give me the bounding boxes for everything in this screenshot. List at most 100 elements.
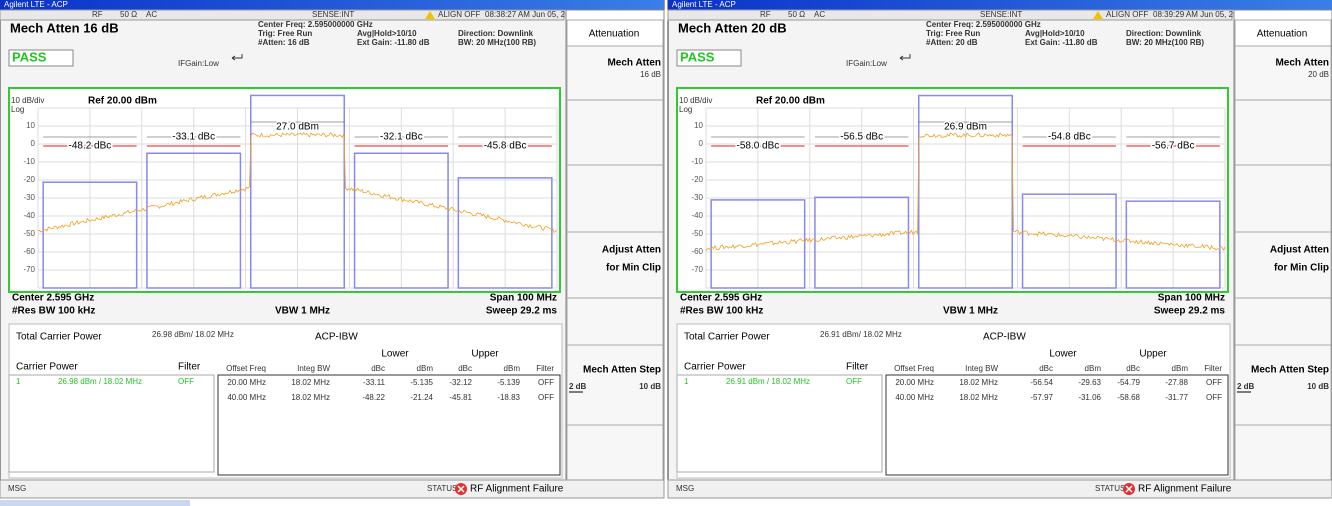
status-datetime: 08:39:29 AM Jun 05, 2021 bbox=[1153, 10, 1247, 19]
y-label: -30 bbox=[691, 193, 703, 202]
status-sense: SENSE:INT bbox=[312, 10, 354, 19]
scale: 10 dB/div bbox=[679, 96, 712, 105]
channel-label: -56.5 dBc bbox=[840, 132, 883, 143]
softkey[interactable] bbox=[566, 231, 664, 299]
mask-channel bbox=[457, 177, 553, 289]
total-label: Total Carrier Power bbox=[684, 332, 770, 343]
y-label: -50 bbox=[23, 229, 35, 238]
softkey-value: 2 dB bbox=[1237, 382, 1255, 391]
status-message: RF Alignment Failure bbox=[1138, 484, 1232, 495]
scale-type: Log bbox=[679, 105, 692, 114]
carrier-cell: OFF bbox=[178, 377, 194, 386]
status-impedance: 50 Ω bbox=[120, 10, 137, 19]
mode: ACP-IBW bbox=[983, 332, 1026, 343]
total-value: 26.98 dBm/ 18.02 MHz bbox=[152, 330, 234, 339]
carrier-box bbox=[676, 374, 883, 473]
channel-label: -32.1 dBc bbox=[380, 132, 423, 143]
softkey[interactable] bbox=[1234, 297, 1332, 346]
setting: Direction: Downlink bbox=[1126, 29, 1202, 38]
table-cell: -5.139 bbox=[497, 378, 520, 387]
y-label: -70 bbox=[23, 265, 35, 274]
table-header: dBm bbox=[1172, 364, 1189, 373]
group-header: Upper bbox=[1139, 349, 1167, 360]
carrier-header: Carrier Power bbox=[16, 362, 78, 373]
setting: Trig: Free Run bbox=[258, 29, 312, 38]
softkey[interactable] bbox=[1234, 164, 1332, 233]
mode: ACP-IBW bbox=[315, 332, 358, 343]
table-header: dBc bbox=[1126, 364, 1140, 373]
table-header: Integ BW bbox=[297, 364, 330, 373]
table-header: dBc bbox=[371, 364, 385, 373]
table-cell: -57.97 bbox=[1030, 393, 1053, 402]
setting: Center Freq: 2.595000000 GHz bbox=[926, 20, 1041, 29]
setting: #Atten: 20 dB bbox=[926, 38, 978, 47]
table-cell: 40.00 MHz bbox=[895, 393, 934, 402]
table-cell: OFF bbox=[1206, 393, 1222, 402]
y-label: -40 bbox=[691, 211, 703, 220]
status-coupling: AC bbox=[814, 10, 825, 19]
channel-label: -33.1 dBc bbox=[172, 132, 215, 143]
softkey[interactable] bbox=[566, 99, 664, 166]
setting: Ext Gain: -11.80 dB bbox=[357, 38, 430, 47]
mask-channel bbox=[1125, 200, 1221, 289]
window-title: Agilent LTE - ACP bbox=[4, 0, 68, 9]
total-label: Total Carrier Power bbox=[16, 332, 102, 343]
table-header: Filter bbox=[536, 364, 554, 373]
softkey[interactable] bbox=[1234, 99, 1332, 166]
carrier-box bbox=[8, 374, 215, 473]
softkey[interactable] bbox=[1234, 424, 1332, 481]
error-x bbox=[1125, 485, 1133, 493]
table-header: dBm bbox=[417, 364, 434, 373]
table-header: dBm bbox=[504, 364, 521, 373]
scale: 10 dB/div bbox=[11, 96, 44, 105]
softkey-label: Mech Atten Step bbox=[583, 365, 661, 376]
softkey[interactable] bbox=[1234, 231, 1332, 299]
softkey[interactable] bbox=[1234, 344, 1332, 426]
table-header: Offset Freq bbox=[226, 364, 266, 373]
y-label: -20 bbox=[691, 175, 703, 184]
footer: Center 2.595 GHz bbox=[680, 293, 762, 304]
status-align: ALIGN OFF bbox=[1106, 10, 1148, 19]
if-gain: IFGain:Low bbox=[846, 59, 887, 68]
softkey[interactable] bbox=[566, 424, 664, 481]
table-cell: -29.63 bbox=[1078, 378, 1101, 387]
graph-frame bbox=[676, 87, 1229, 293]
title-bar bbox=[668, 0, 1332, 10]
status-datetime: 08:38:27 AM Jun 05, 2021 bbox=[485, 10, 579, 19]
softkey-label: Adjust Atten bbox=[602, 245, 661, 256]
channel-label: -56.7 dBc bbox=[1152, 141, 1195, 152]
status-rf: RF bbox=[760, 10, 771, 19]
table-cell: -18.83 bbox=[497, 393, 520, 402]
setting: BW: 20 MHz(100 RB) bbox=[458, 38, 536, 47]
table-cell: 40.00 MHz bbox=[227, 393, 266, 402]
softkey[interactable] bbox=[566, 164, 664, 233]
y-label: -50 bbox=[691, 229, 703, 238]
table-cell: -31.77 bbox=[1165, 393, 1188, 402]
table-cell: 20.00 MHz bbox=[227, 378, 266, 387]
softkey-value: 16 dB bbox=[640, 70, 661, 79]
loop-icon bbox=[231, 54, 243, 61]
y-label: 10 bbox=[26, 121, 35, 130]
channel-label: -48.2 dBc bbox=[68, 141, 111, 152]
softkey[interactable] bbox=[566, 45, 664, 101]
table-header: dBc bbox=[1039, 364, 1053, 373]
analyzer-window: Agilent LTE - ACP RF 50 Ω AC SENSE:INT ALIGN … bbox=[667, 0, 1332, 499]
ref-level: Ref 20.00 dBm bbox=[88, 96, 157, 107]
softkey-value: 20 dB bbox=[1308, 70, 1329, 79]
status-align: ALIGN OFF bbox=[438, 10, 480, 19]
y-label: -40 bbox=[23, 211, 35, 220]
warning-icon bbox=[1093, 11, 1103, 19]
y-label: -70 bbox=[691, 265, 703, 274]
group-header: Lower bbox=[1049, 349, 1077, 360]
carrier-header: Filter bbox=[846, 362, 869, 373]
total-value: 26.91 dBm/ 18.02 MHz bbox=[820, 330, 902, 339]
softkey[interactable] bbox=[1234, 45, 1332, 101]
setting: Avg|Hold>10/10 bbox=[1025, 29, 1085, 38]
softkey[interactable] bbox=[566, 297, 664, 346]
if-gain: IFGain:Low bbox=[178, 59, 219, 68]
softkey bbox=[566, 19, 664, 47]
softkey-label: Adjust Atten bbox=[1270, 245, 1329, 256]
y-label: 0 bbox=[31, 139, 36, 148]
softkey-max: 10 dB bbox=[1307, 382, 1329, 391]
